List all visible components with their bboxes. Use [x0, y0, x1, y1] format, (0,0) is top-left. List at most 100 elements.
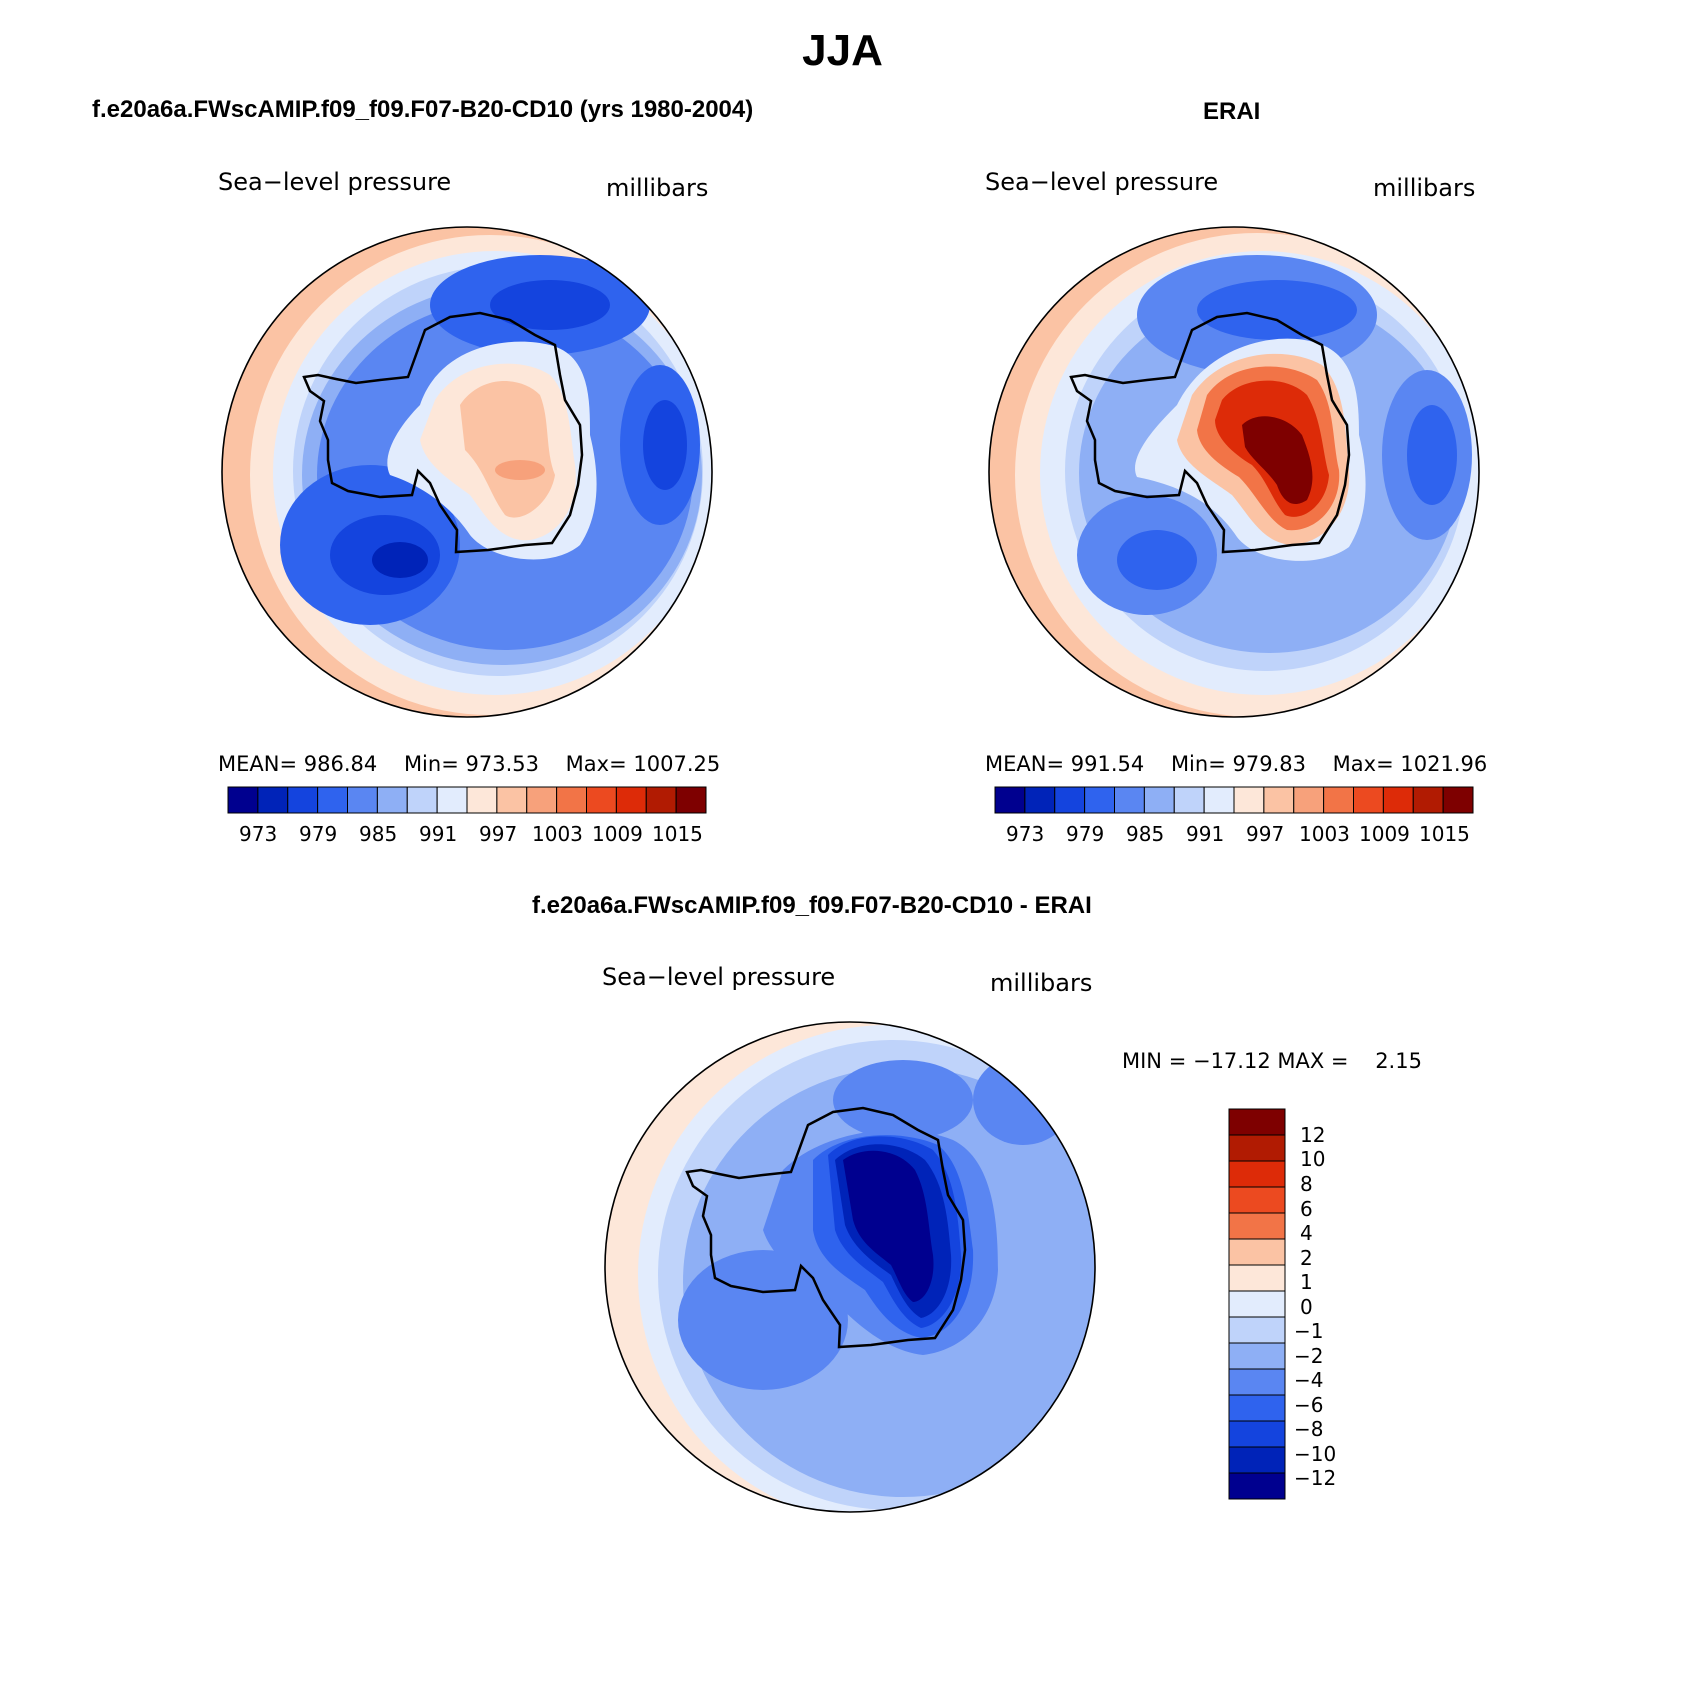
- colorbar-swatch: [1024, 786, 1056, 814]
- colorbar-swatch: [1228, 1342, 1286, 1370]
- colorbar-swatch: [1143, 786, 1175, 814]
- colorbar-swatch: [1228, 1368, 1286, 1396]
- colorbar-tick: 1: [1300, 1270, 1313, 1294]
- diff-map-boundary: [604, 1021, 1096, 1513]
- colorbar-swatch: [1228, 1186, 1286, 1214]
- panel-obs-map: [988, 226, 1480, 718]
- panel-model-variable-label: Sea−level pressure: [218, 168, 452, 196]
- stat-max-value: 1007.25: [633, 752, 721, 776]
- colorbar-tick: 2: [1300, 1246, 1313, 1270]
- stat-max-label: Max=: [1332, 752, 1394, 776]
- model-map-boundary: [221, 226, 713, 718]
- colorbar-swatch: [466, 786, 498, 814]
- obs-field-low-north-core: [1197, 280, 1357, 340]
- colorbar-swatch: [227, 786, 259, 814]
- panel-obs-stats: MEAN= 991.54 Min= 979.83 Max= 1021.96: [985, 752, 1487, 776]
- colorbar-tick: −2: [1294, 1344, 1324, 1368]
- colorbar-tick: −4: [1294, 1368, 1324, 1392]
- colorbar-tick: 991: [1186, 822, 1225, 846]
- colorbar-swatch: [1228, 1316, 1286, 1344]
- diff-field-neg4-east: [973, 1055, 1073, 1145]
- colorbar-swatch: [1084, 786, 1116, 814]
- model-field-low-east-core: [643, 400, 687, 490]
- colorbar-swatch: [994, 786, 1026, 814]
- colorbar-tick: 4: [1300, 1221, 1313, 1245]
- colorbar-tick: 0: [1300, 1295, 1313, 1319]
- panel-obs-colorbar: [994, 786, 1474, 814]
- panel-obs-variable-label: Sea−level pressure: [985, 168, 1219, 196]
- panel-diff-minmax: MIN = −17.12 MAX = 2.15: [1122, 1049, 1422, 1073]
- panel-model-units-label: millibars: [606, 174, 709, 202]
- colorbar-swatch: [1228, 1446, 1286, 1474]
- model-coastline: [302, 311, 584, 554]
- colorbar-swatch: [1323, 786, 1355, 814]
- stat-mean-label: MEAN=: [985, 752, 1065, 776]
- colorbar-swatch: [1228, 1394, 1286, 1422]
- colorbar-swatch: [645, 786, 677, 814]
- panel-model-stats: MEAN= 986.84 Min= 973.53 Max= 1007.25: [218, 752, 720, 776]
- stat-min-label: Min=: [1170, 752, 1226, 776]
- panel-diff-map: [604, 1021, 1096, 1513]
- obs-antarctica-peak: [1242, 416, 1313, 505]
- panel-model-map: [221, 226, 713, 718]
- stat-max-label: Max=: [565, 752, 627, 776]
- colorbar-swatch: [1228, 1420, 1286, 1448]
- stat-mean-value: 986.84: [303, 752, 378, 776]
- colorbar-tick: −10: [1294, 1442, 1337, 1466]
- colorbar-swatch: [1228, 1134, 1286, 1162]
- diff-field-neg4-west: [678, 1250, 848, 1390]
- diff-field-neg4-north: [833, 1060, 973, 1140]
- colorbar-swatch: [1353, 786, 1384, 814]
- colorbar-swatch: [1228, 1472, 1286, 1500]
- colorbar-tick: 6: [1300, 1197, 1313, 1221]
- colorbar-swatch: [1412, 786, 1444, 814]
- colorbar-tick: 1009: [1359, 822, 1410, 846]
- panel-diff-title: f.e20a6a.FWscAMIP.f09_f09.F07-B20-CD10 -…: [532, 892, 1092, 919]
- panel-model-title: f.e20a6a.FWscAMIP.f09_f09.F07-B20-CD10 (…: [92, 96, 754, 123]
- colorbar-tick: 1009: [592, 822, 643, 846]
- panel-diff-units-label: millibars: [990, 969, 1093, 997]
- colorbar-swatch: [406, 786, 438, 814]
- figure-title: JJA: [802, 26, 883, 75]
- diff-coastline: [685, 1106, 967, 1349]
- colorbar-swatch: [615, 786, 647, 814]
- stat-min-value: 973.53: [465, 752, 539, 776]
- colorbar-tick: 997: [479, 822, 518, 846]
- colorbar-swatch: [675, 786, 707, 814]
- colorbar-tick: −8: [1294, 1417, 1324, 1441]
- colorbar-swatch: [1228, 1290, 1286, 1318]
- colorbar-swatch: [317, 786, 349, 814]
- colorbar-swatch: [1228, 1264, 1286, 1292]
- colorbar-swatch: [526, 786, 558, 814]
- colorbar-swatch: [1203, 786, 1235, 814]
- panel-diff-colorbar: [1228, 1108, 1286, 1500]
- panel-model-colorbar-ticks: 973 979 985 991 997 1003 1009 1015: [228, 822, 706, 848]
- colorbar-tick: 973: [239, 822, 278, 846]
- colorbar-tick: 1015: [652, 822, 703, 846]
- colorbar-tick: 985: [1126, 822, 1165, 846]
- colorbar-swatch: [496, 786, 528, 814]
- stat-min-value: 979.83: [1232, 752, 1306, 776]
- panel-obs-title: ERAI: [1203, 98, 1261, 125]
- colorbar-swatch: [1382, 786, 1414, 814]
- colorbar-tick: 991: [419, 822, 458, 846]
- colorbar-tick: 973: [1006, 822, 1045, 846]
- colorbar-tick: −12: [1294, 1466, 1337, 1490]
- panel-model-colorbar: [227, 786, 707, 814]
- model-field-low-west-deep: [372, 542, 428, 578]
- colorbar-swatch: [287, 786, 319, 814]
- colorbar-swatch: [1228, 1238, 1286, 1266]
- model-field-low-north-core: [490, 280, 610, 330]
- colorbar-swatch: [1263, 786, 1295, 814]
- colorbar-swatch: [257, 786, 289, 814]
- panel-obs-colorbar-ticks: 973 979 985 991 997 1003 1009 1015: [995, 822, 1473, 848]
- colorbar-tick: −1: [1294, 1319, 1324, 1343]
- colorbar-tick: 1003: [532, 822, 583, 846]
- obs-coastline: [1069, 311, 1351, 554]
- model-antarctica-peak: [495, 460, 545, 480]
- colorbar-swatch: [1173, 786, 1205, 814]
- colorbar-swatch: [376, 786, 408, 814]
- colorbar-swatch: [1114, 786, 1145, 814]
- colorbar-swatch: [1442, 786, 1474, 814]
- colorbar-swatch: [1054, 786, 1086, 814]
